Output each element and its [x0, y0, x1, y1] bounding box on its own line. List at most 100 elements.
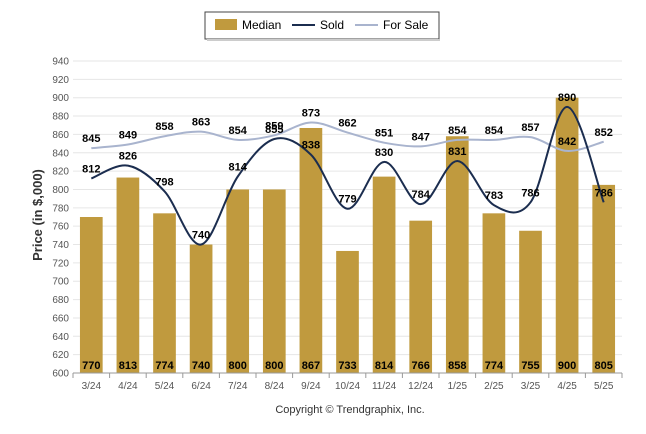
median-bar — [409, 220, 433, 373]
median-bar-label: 858 — [448, 360, 466, 372]
y-tick-label: 740 — [52, 240, 69, 251]
for-sale-point-label: 845 — [82, 133, 100, 145]
median-bar-label: 814 — [375, 360, 394, 372]
sold-point-label: 855 — [265, 124, 283, 136]
x-tick-label: 4/25 — [557, 381, 577, 392]
sold-point-label: 779 — [338, 194, 356, 206]
median-bar-label: 766 — [412, 360, 430, 372]
median-bar — [299, 127, 323, 373]
y-tick-label: 920 — [52, 75, 69, 86]
sold-point-label: 826 — [119, 151, 137, 163]
x-tick-label: 5/24 — [155, 381, 175, 392]
sold-point-label: 786 — [521, 187, 539, 199]
sold-point-label: 838 — [302, 140, 320, 152]
legend-swatch-median — [215, 19, 237, 30]
sold-point-label: 798 — [155, 176, 173, 188]
median-bar-label: 770 — [82, 360, 100, 372]
median-bar — [482, 213, 506, 373]
median-bar — [592, 184, 616, 373]
sold-point-label: 740 — [192, 230, 210, 242]
median-bar-label: 900 — [558, 360, 576, 372]
for-sale-point-label: 852 — [595, 127, 613, 139]
for-sale-point-label: 862 — [338, 118, 356, 130]
x-tick-label: 2/25 — [484, 381, 504, 392]
median-bar-label: 867 — [302, 360, 320, 372]
median-bar — [189, 244, 213, 373]
median-bar-label: 813 — [119, 360, 137, 372]
for-sale-point-label: 873 — [302, 107, 320, 119]
median-bar — [555, 97, 579, 374]
y-tick-label: 720 — [52, 258, 69, 269]
copyright-footer: Copyright © Trendgraphix, Inc. — [275, 404, 424, 416]
y-tick-label: 640 — [52, 332, 69, 343]
sold-point-label: 814 — [229, 162, 248, 174]
y-tick-label: 820 — [52, 167, 69, 178]
median-bar — [116, 177, 140, 373]
sold-point-label: 831 — [448, 146, 466, 158]
legend-label-for-sale: For Sale — [383, 18, 429, 32]
lines — [90, 105, 605, 246]
legend-label-sold: Sold — [320, 18, 344, 32]
median-bar-label: 755 — [521, 360, 539, 372]
y-tick-label: 660 — [52, 313, 69, 324]
median-bar — [519, 230, 542, 373]
for-sale-point-label: 851 — [375, 128, 393, 140]
for-sale-point-label: 854 — [448, 125, 467, 137]
for-sale-point-label: 863 — [192, 117, 210, 129]
median-bars — [79, 97, 616, 374]
x-tick-label: 5/25 — [594, 381, 614, 392]
y-axis-label: Price (in $,000) — [30, 169, 45, 261]
x-tick-label: 11/24 — [372, 381, 397, 392]
for-sale-point-label: 858 — [155, 121, 173, 133]
y-tick-label: 800 — [52, 185, 69, 196]
y-tick-label: 620 — [52, 350, 69, 361]
sold-line — [90, 105, 605, 246]
labels: 770 813 774 740 800 800 867 733 814 766 858 774 755 9… — [82, 92, 613, 372]
for-sale-point-label: 859 — [265, 120, 283, 132]
x-tick-label: 9/24 — [301, 381, 321, 392]
x-tick-label: 10/24 — [335, 381, 360, 392]
legend-box — [204, 11, 440, 40]
for-sale-line — [91, 121, 604, 152]
for-sale-point-label: 847 — [412, 131, 430, 143]
y-tick-label: 900 — [52, 93, 69, 104]
median-bar-label: 774 — [155, 360, 174, 372]
median-bar-label: 733 — [338, 360, 356, 372]
legend: Median Sold For Sale — [204, 11, 440, 41]
x-tick-label: 12/24 — [408, 381, 433, 392]
y-tick-label: 760 — [52, 222, 69, 233]
x-tick-label: 1/25 — [448, 381, 468, 392]
median-bar — [79, 217, 103, 373]
x-tick-label: 3/25 — [521, 381, 541, 392]
sold-point-label: 812 — [82, 163, 100, 175]
y-tick-label: 780 — [52, 203, 69, 214]
median-bar-label: 805 — [595, 360, 613, 372]
sold-point-label: 890 — [558, 92, 576, 104]
median-bar-label: 800 — [265, 360, 283, 372]
median-bar — [445, 136, 469, 373]
median-bar-label: 774 — [485, 360, 504, 372]
for-sale-point-label: 854 — [229, 125, 248, 137]
median-bar-label: 800 — [229, 360, 247, 372]
for-sale-point-label: 857 — [521, 122, 539, 134]
y-tick-label: 880 — [52, 112, 69, 123]
for-sale-point-label: 849 — [119, 130, 137, 142]
x-tick-label: 3/24 — [82, 381, 102, 392]
median-bar — [262, 189, 286, 373]
x-tick-label: 7/24 — [228, 381, 248, 392]
y-tick-label: 840 — [52, 148, 69, 159]
for-sale-point-label: 842 — [558, 136, 576, 148]
median-bar — [372, 176, 396, 373]
median-bar — [153, 213, 176, 373]
x-tick-label: 8/24 — [265, 381, 285, 392]
y-tick-label: 940 — [52, 57, 69, 68]
y-tick-label: 700 — [52, 277, 69, 288]
sold-point-label: 786 — [595, 187, 613, 199]
axes: 600 620 640 660 680 700 720 740 760 780 800 820 840 8… — [52, 57, 623, 392]
sold-point-label: 784 — [412, 189, 431, 201]
y-tick-label: 680 — [52, 295, 69, 306]
median-bar — [336, 250, 359, 373]
median-bar — [226, 189, 250, 373]
median-bar-label: 740 — [192, 360, 210, 372]
